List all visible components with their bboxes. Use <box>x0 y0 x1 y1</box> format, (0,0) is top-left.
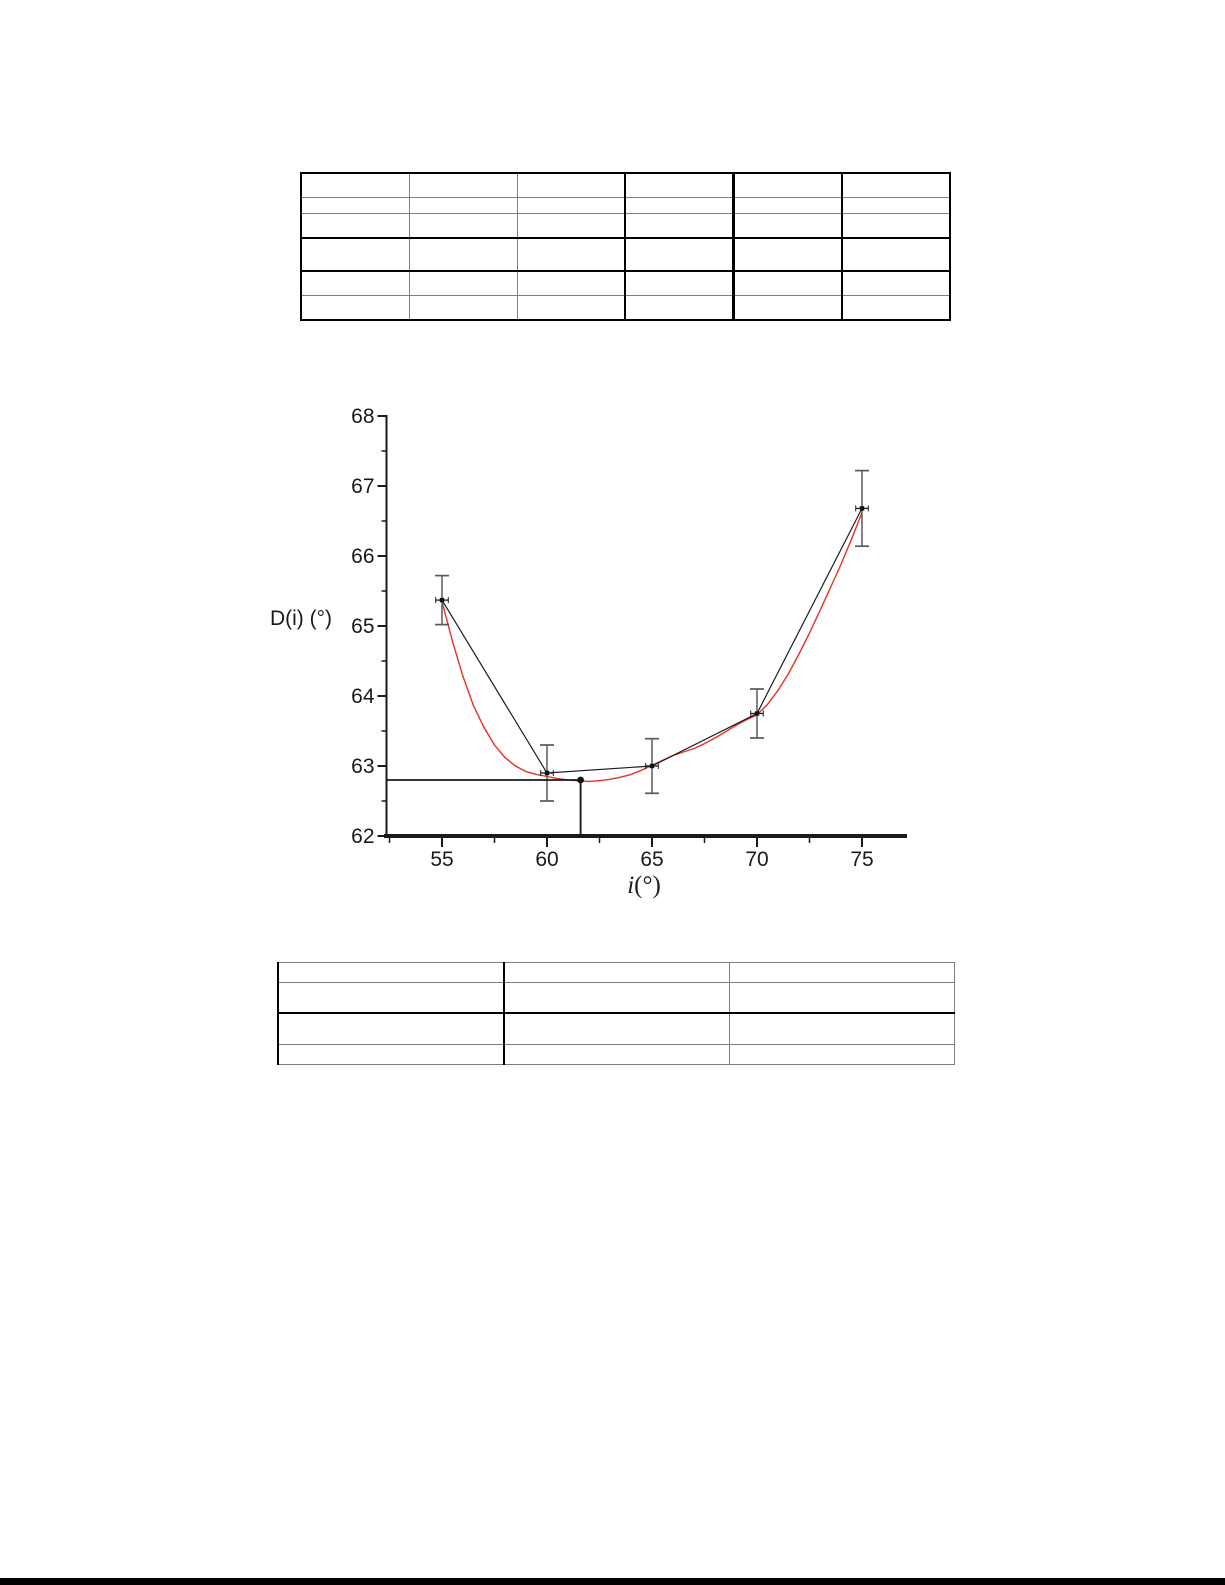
table-cell <box>408 196 518 215</box>
table-cell <box>408 294 518 321</box>
table-cell <box>516 172 627 198</box>
table-cell <box>728 1012 955 1045</box>
y-tick-label: 68 <box>351 405 374 428</box>
table-cell <box>300 172 410 198</box>
table-row <box>300 172 951 198</box>
table-cell <box>408 270 518 296</box>
measured-line <box>441 508 863 774</box>
table-cell <box>408 172 518 198</box>
table-cell <box>503 961 730 984</box>
table-cell <box>733 172 843 198</box>
table-row <box>300 213 951 240</box>
error-bars <box>435 469 869 802</box>
table-cell <box>733 294 843 321</box>
table-cell <box>841 237 951 272</box>
table-cell <box>624 270 736 296</box>
x-tick-label: 60 <box>535 848 558 871</box>
data-point-markers <box>439 506 865 776</box>
y-tick-labels: 62 63 64 65 66 67 68 <box>351 405 375 848</box>
y-axis-title: D(i) (°) <box>270 607 332 630</box>
x-tick-labels: 55 60 65 70 75 <box>430 848 873 871</box>
table-row <box>277 1012 955 1045</box>
table-cell <box>503 982 730 1015</box>
table-cell <box>503 1012 730 1045</box>
empty-data-table-top <box>300 172 951 321</box>
data-point <box>544 770 550 776</box>
y-tick-label: 62 <box>351 825 374 848</box>
y-tick-label: 66 <box>351 545 374 568</box>
table-cell <box>733 237 843 272</box>
x-tick-label: 65 <box>640 848 663 871</box>
y-tick-label: 63 <box>351 755 374 778</box>
x-axis-title: i(°) <box>627 872 661 899</box>
table-row <box>300 196 951 215</box>
table-cell <box>624 172 736 198</box>
table-row <box>300 270 951 296</box>
table-cell <box>841 172 951 198</box>
table-cell <box>516 270 627 296</box>
page-bottom-rule <box>0 1578 1225 1585</box>
data-point <box>649 763 655 769</box>
table-cell <box>733 196 843 215</box>
table-cell <box>728 961 955 984</box>
table-cell <box>728 982 955 1015</box>
table-cell <box>841 196 951 215</box>
table-top-body <box>300 172 951 321</box>
empty-data-table-bottom <box>277 961 955 1066</box>
table-cell <box>300 237 410 272</box>
table-cell <box>624 213 736 240</box>
table-cell <box>408 237 518 272</box>
x-tick-label: 55 <box>430 848 453 871</box>
x-tick-label: 70 <box>745 848 768 871</box>
table-cell <box>503 1043 730 1066</box>
table-cell <box>733 270 843 296</box>
table-cell <box>516 196 627 215</box>
crosshair-point <box>577 776 584 784</box>
measured-series-line <box>441 508 863 774</box>
table-bottom-body <box>277 961 955 1066</box>
table-cell <box>516 294 627 321</box>
table-cell <box>516 237 627 272</box>
table-row <box>277 961 955 984</box>
y-tick-label: 67 <box>351 475 374 498</box>
y-tick-label: 64 <box>351 685 375 708</box>
table-row <box>300 237 951 272</box>
table-cell <box>277 1043 505 1066</box>
x-tick-label: 75 <box>850 848 873 871</box>
table-row <box>277 1043 955 1066</box>
minimum-crosshair <box>387 776 584 835</box>
axis-titles: D(i) (°) i(°) <box>270 607 661 899</box>
data-point <box>439 597 445 603</box>
table-cell <box>277 961 505 984</box>
table-cell <box>516 213 627 240</box>
axis-ticks <box>377 415 863 847</box>
table-cell <box>408 213 518 240</box>
table-cell <box>300 196 410 215</box>
table-cell <box>300 213 410 240</box>
table-cell <box>277 982 505 1015</box>
table-cell <box>624 237 736 272</box>
data-point <box>859 506 865 511</box>
table-cell <box>300 270 410 296</box>
fit-curve <box>441 512 863 783</box>
table-cell <box>841 294 951 321</box>
table-cell <box>728 1043 955 1066</box>
table-cell <box>624 196 736 215</box>
table-cell <box>841 270 951 296</box>
y-tick-label: 65 <box>351 615 374 638</box>
table-cell <box>733 213 843 240</box>
table-cell <box>277 1012 505 1045</box>
table-cell <box>300 294 410 321</box>
table-cell <box>624 294 736 321</box>
data-point <box>754 711 760 716</box>
table-row <box>277 982 955 1015</box>
table-row <box>300 294 951 321</box>
fit-curve-line <box>441 512 863 783</box>
chart-axes <box>384 415 907 838</box>
table-cell <box>841 213 951 240</box>
